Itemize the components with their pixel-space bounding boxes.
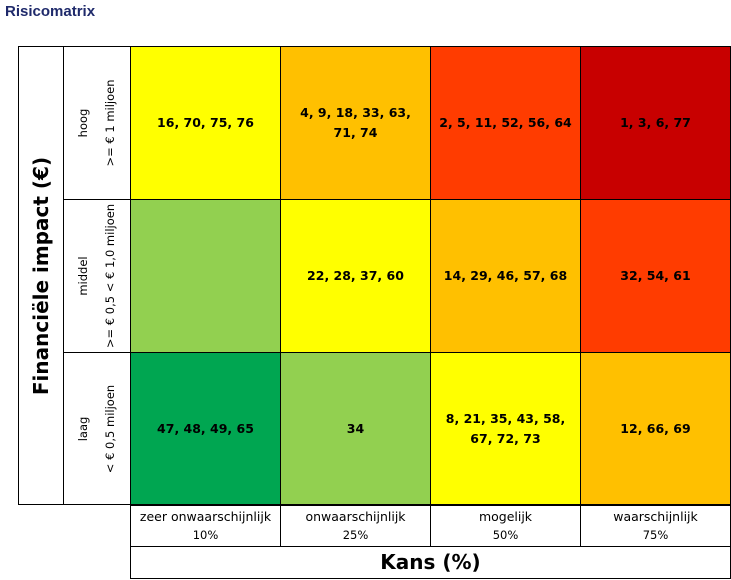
- matrix-cell-hoog-waarschijnlijk: 1, 3, 6, 77: [580, 46, 731, 200]
- column-percentage: 10%: [192, 528, 219, 542]
- row-header-text: hoog >= € 1 miljoen: [70, 79, 124, 166]
- matrix-cell-hoog-zeer-onwaarschijnlijk: 16, 70, 75, 76: [130, 46, 281, 200]
- column-name: onwaarschijnlijk: [305, 509, 406, 524]
- row-range: >= € 0,5 < € 1,0 miljoen: [103, 203, 117, 349]
- column-header-zeer-onwaarschijnlijk: zeer onwaarschijnlijk 10%: [130, 505, 281, 547]
- matrix-cell-laag-mogelijk: 8, 21, 35, 43, 58, 67, 72, 73: [430, 352, 581, 505]
- column-percentage: 75%: [642, 528, 669, 542]
- row-range: < € 0,5 miljoen: [103, 384, 117, 473]
- x-axis-label: Kans (%): [380, 550, 481, 574]
- matrix-cell-middel-waarschijnlijk: 32, 54, 61: [580, 199, 731, 353]
- column-header-waarschijnlijk: waarschijnlijk 75%: [580, 505, 731, 547]
- matrix-cell-laag-onwaarschijnlijk: 34: [280, 352, 431, 505]
- matrix-cell-laag-waarschijnlijk: 12, 66, 69: [580, 352, 731, 505]
- row-header-hoog: hoog >= € 1 miljoen: [63, 46, 131, 200]
- row-name: hoog: [76, 108, 90, 138]
- column-header-onwaarschijnlijk: onwaarschijnlijk 25%: [280, 505, 431, 547]
- row-header-text: laag < € 0,5 miljoen: [70, 384, 124, 472]
- y-axis-label-box: Financiële impact (€): [18, 46, 64, 505]
- page-title: Risicomatrix: [5, 3, 96, 20]
- row-name: laag: [76, 416, 90, 441]
- matrix-cell-hoog-onwaarschijnlijk: 4, 9, 18, 33, 63, 71, 74: [280, 46, 431, 200]
- row-header-laag: laag < € 0,5 miljoen: [63, 352, 131, 505]
- matrix-cell-laag-zeer-onwaarschijnlijk: 47, 48, 49, 65: [130, 352, 281, 505]
- column-name: waarschijnlijk: [613, 509, 698, 524]
- column-name: mogelijk: [478, 509, 533, 524]
- column-name: zeer onwaarschijnlijk: [139, 509, 272, 524]
- column-header-mogelijk: mogelijk 50%: [430, 505, 581, 547]
- matrix-cell-hoog-mogelijk: 2, 5, 11, 52, 56, 64: [430, 46, 581, 200]
- column-percentage: 50%: [492, 528, 519, 542]
- y-axis-label: Financiële impact (€): [29, 156, 53, 395]
- x-axis-label-box: Kans (%): [130, 546, 731, 579]
- row-header-middel: middel >= € 0,5 < € 1,0 miljoen: [63, 199, 131, 353]
- column-percentage: 25%: [342, 528, 369, 542]
- matrix-cell-middel-mogelijk: 14, 29, 46, 57, 68: [430, 199, 581, 353]
- matrix-cell-middel-zeer-onwaarschijnlijk: [130, 199, 281, 353]
- row-range: >= € 1 miljoen: [103, 79, 117, 167]
- row-header-text: middel >= € 0,5 < € 1,0 miljoen: [70, 204, 124, 348]
- row-name: middel: [76, 256, 90, 296]
- matrix-cell-middel-onwaarschijnlijk: 22, 28, 37, 60: [280, 199, 431, 353]
